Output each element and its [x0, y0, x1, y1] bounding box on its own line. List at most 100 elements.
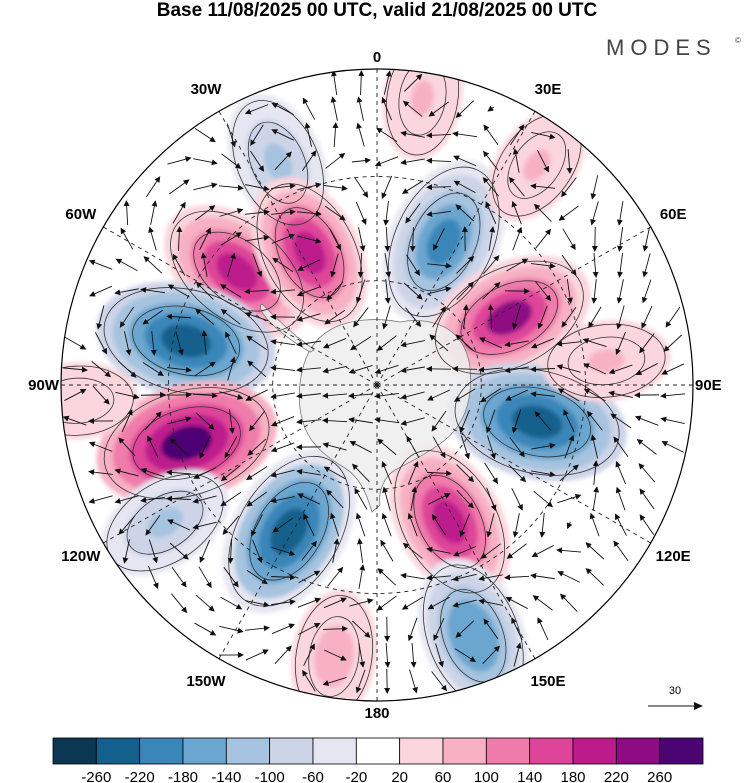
wind-vector [531, 470, 556, 478]
anomaly-band [457, 614, 489, 658]
wind-vector [296, 468, 321, 476]
wind-vector [358, 70, 365, 96]
wind-vector [91, 361, 112, 378]
wind-vector [355, 201, 367, 225]
wind-vector [665, 306, 681, 328]
wind-vector [513, 642, 522, 667]
wind-vector [244, 104, 269, 115]
wind-vector [608, 364, 633, 375]
wind-vector [456, 464, 475, 483]
wind-vector [557, 493, 582, 504]
modes-logo: MODES © [606, 35, 741, 60]
wind-vector [303, 643, 315, 666]
wind-vector [400, 158, 425, 166]
anomaly-band [216, 252, 258, 291]
wind-vector [506, 258, 529, 272]
wind-vector [381, 512, 392, 537]
wind-vector [167, 156, 192, 165]
contour-line [103, 287, 269, 395]
wind-vector [246, 466, 268, 481]
wind-vector [381, 175, 393, 199]
contour-line [407, 192, 481, 291]
wind-vector [270, 338, 295, 346]
wind-vector [480, 543, 501, 559]
wind-vector [245, 209, 270, 216]
wind-vector [405, 203, 421, 224]
wind-vector [592, 486, 600, 511]
wind-vector [511, 200, 522, 225]
wind-vector [400, 391, 425, 400]
contour-line [547, 323, 666, 398]
wind-vector [351, 157, 372, 164]
wind-vector [530, 391, 555, 398]
anomaly-band [411, 80, 434, 116]
contour-line [249, 481, 329, 581]
wind-vector [616, 201, 624, 226]
wind-vector [322, 392, 347, 399]
longitude-label: 0 [373, 49, 381, 66]
wind-vector [376, 595, 397, 611]
wind-vector [329, 512, 340, 537]
wind-vector [114, 288, 139, 296]
wind-vector [302, 97, 316, 120]
wind-vector [583, 363, 607, 375]
wind-vector [296, 418, 321, 425]
wind-vector [479, 337, 503, 349]
wind-vector [271, 209, 296, 216]
wind-vector [456, 281, 475, 300]
wind-vector [534, 411, 552, 431]
wind-vector [171, 593, 188, 614]
wind-vector [511, 488, 523, 511]
wind-vector [432, 436, 446, 459]
wind-vector [124, 331, 132, 356]
wind-vector [88, 469, 113, 476]
wind-vector [410, 486, 418, 511]
wind-vector [200, 252, 208, 277]
wind-vector [175, 331, 184, 356]
map-border [60, 68, 694, 702]
wind-vector [635, 363, 658, 376]
wind-vector [535, 228, 552, 249]
wind-vector [117, 360, 137, 378]
wind-vector [245, 234, 270, 242]
wind-vector [641, 279, 652, 304]
wind-vector [245, 625, 270, 632]
wind-vector [532, 595, 553, 611]
wind-vector [227, 252, 236, 277]
colorbar-swatch [312, 737, 357, 765]
wind-vector [88, 495, 113, 504]
wind-vector [462, 304, 469, 329]
colorbar-swatch [572, 737, 617, 765]
wind-vector [192, 392, 218, 399]
anomaly-band [61, 389, 95, 412]
wind-vector [384, 253, 392, 278]
wind-vector [402, 542, 423, 559]
longitude-label: 150W [186, 673, 226, 690]
wind-vector [201, 330, 208, 355]
wind-vector [641, 305, 653, 329]
longitude-label: 90W [28, 377, 60, 394]
graticule [61, 69, 693, 701]
wind-vector [355, 279, 366, 304]
wind-vector [219, 284, 242, 298]
wind-vector [426, 184, 452, 191]
wind-vector [478, 598, 503, 606]
colorbar-swatch [139, 737, 184, 765]
wind-vector [483, 150, 499, 171]
wind-vector [429, 334, 449, 352]
wind-vector [142, 309, 164, 325]
contour-line [308, 616, 360, 697]
colorbar-swatch [225, 737, 271, 765]
anomaly-band [263, 143, 293, 182]
wind-vector [247, 438, 267, 456]
wind-vector [123, 200, 130, 226]
wind-vector [270, 392, 295, 400]
wind-vector [270, 574, 296, 581]
wind-vector [433, 228, 445, 251]
wind-vector [384, 226, 391, 252]
wind-vector [478, 366, 503, 373]
wind-vector [482, 255, 500, 275]
wind-vector [167, 284, 190, 298]
wind-vector [145, 514, 161, 536]
wind-vector [297, 210, 322, 217]
